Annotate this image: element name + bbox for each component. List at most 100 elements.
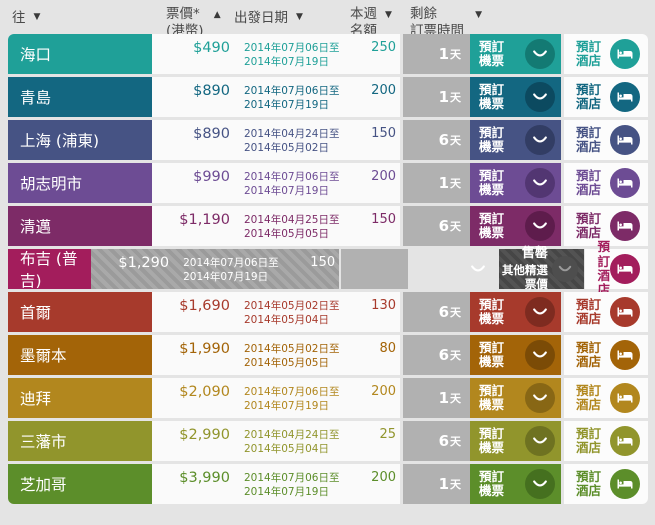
book-flight-button[interactable]: 預訂 機票 — [470, 120, 561, 160]
date-to: 2014年07月19日 — [244, 400, 329, 413]
booking-section: 6 天 預訂 機票 — [403, 292, 561, 332]
departure-dates: 2014年05月02日至 2014年05月05日 — [230, 335, 350, 375]
book-hotel-label: 預訂 酒店 — [576, 296, 602, 326]
destination-label: 布吉 (普吉) — [20, 250, 78, 290]
destination-cell: 青島 — [8, 77, 152, 117]
column-header-destination[interactable]: 往 ▼ — [8, 6, 152, 26]
booking-section: 1 天 預訂 機票 — [403, 34, 561, 74]
book-hotel-button[interactable]: 預訂 酒店 — [564, 120, 648, 160]
book-hotel-label: 預訂 酒店 — [576, 468, 602, 498]
book-hotel-button[interactable]: 預訂 酒店 — [585, 240, 648, 297]
date-from: 2014年05月02日至 — [244, 300, 340, 312]
book-flight-button[interactable] — [408, 249, 499, 289]
departure-dates: 2014年07月06日至 2014年07月19日 — [169, 249, 289, 289]
remaining-unit: 天 — [450, 392, 461, 405]
fare-details: $1,190 2014年04月25日至 2014年05月05日 150 — [152, 206, 400, 246]
fare-row: 芝加哥 $3,990 2014年07月06日至 2014年07月19日 200 … — [8, 464, 648, 504]
price-value: $890 — [193, 83, 230, 99]
other-fares-link[interactable]: 其他精選票價 — [501, 262, 548, 292]
bed-icon — [610, 469, 640, 499]
bed-icon — [610, 340, 640, 370]
book-flight-button[interactable]: 預訂 機票 — [470, 464, 561, 504]
airline-brushwing-icon — [525, 297, 555, 327]
book-flight-button[interactable]: 預訂 機票 — [470, 378, 561, 418]
book-hotel-button[interactable]: 預訂 酒店 — [564, 34, 648, 74]
remaining-time-cell: 6 天 — [403, 421, 470, 461]
date-to: 2014年05月02日 — [244, 142, 329, 155]
fare-details: $3,990 2014年07月06日至 2014年07月19日 200 — [152, 464, 400, 504]
airline-brushwing-icon — [525, 426, 555, 456]
book-hotel-button[interactable]: 預訂 酒店 — [564, 163, 648, 203]
destination-cell: 布吉 (普吉) — [8, 249, 92, 290]
book-flight-button[interactable]: 預訂 機票 — [470, 34, 561, 74]
weekly-quota: 150 — [371, 126, 396, 141]
book-flight-label: 預訂 機票 — [479, 382, 505, 412]
destination-label: 海口 — [20, 46, 52, 64]
bed-icon — [609, 254, 640, 284]
remaining-time-cell: 1 天 — [403, 464, 470, 504]
bed-icon — [610, 82, 640, 112]
price-value: $490 — [193, 40, 230, 56]
weekly-quota: 150 — [310, 255, 336, 270]
book-flight-button[interactable]: 預訂 機票 — [470, 335, 561, 375]
weekly-quota: 130 — [371, 298, 396, 313]
remaining-time-cell: 1 天 — [403, 163, 470, 203]
book-flight-button[interactable]: 預訂 機票 — [470, 163, 561, 203]
book-hotel-button[interactable]: 預訂 酒店 — [564, 464, 648, 504]
book-flight-label: 預訂 機票 — [479, 339, 505, 369]
column-header-departure[interactable]: 出發日期 ▼ — [230, 6, 350, 26]
price-value: $1,690 — [179, 298, 230, 314]
book-flight-button[interactable]: 預訂 機票 — [470, 77, 561, 117]
book-hotel-label: 預訂 酒店 — [576, 167, 602, 197]
booking-section: 6 天 預訂 機票 — [403, 120, 561, 160]
departure-dates: 2014年07月06日至 2014年07月19日 — [230, 464, 350, 504]
fare-details: $1,990 2014年05月02日至 2014年05月05日 80 — [152, 335, 400, 375]
book-hotel-button[interactable]: 預訂 酒店 — [564, 77, 648, 117]
fare-row: 首爾 $1,690 2014年05月02日至 2014年05月04日 130 6… — [8, 292, 648, 332]
book-hotel-button[interactable]: 預訂 酒店 — [564, 292, 648, 332]
fare-details: $890 2014年04月24日至 2014年05月02日 150 — [152, 120, 400, 160]
remaining-unit: 天 — [450, 306, 461, 319]
book-hotel-button[interactable]: 預訂 酒店 — [564, 421, 648, 461]
book-flight-label: 預訂 機票 — [479, 124, 505, 154]
book-hotel-label: 預訂 酒店 — [576, 124, 602, 154]
remaining-days: 6 — [438, 303, 449, 321]
price-value: $1,190 — [179, 212, 230, 228]
airline-brushwing-icon — [525, 211, 555, 241]
destination-cell: 芝加哥 — [8, 464, 152, 504]
book-hotel-button[interactable]: 預訂 酒店 — [564, 206, 648, 246]
departure-dates: 2014年04月24日至 2014年05月02日 — [230, 120, 350, 160]
fare-details: $1,690 2014年05月02日至 2014年05月04日 130 — [152, 292, 400, 332]
destination-label: 墨爾本 — [20, 347, 67, 365]
book-flight-button[interactable]: 預訂 機票 — [470, 421, 561, 461]
book-flight-button[interactable]: 預訂 機票 — [470, 292, 561, 332]
bed-icon — [610, 39, 640, 69]
remaining-days: 6 — [438, 346, 449, 364]
book-hotel-button[interactable]: 預訂 酒店 — [564, 335, 648, 375]
destination-label: 首爾 — [20, 304, 52, 322]
remaining-header-label: 剩餘 — [410, 6, 437, 22]
column-header-quota[interactable]: 本週 ▼ 名額 — [350, 6, 400, 40]
remaining-unit: 天 — [450, 48, 461, 61]
book-hotel-label: 預訂 酒店 — [576, 210, 602, 240]
date-to: 2014年05月05日 — [244, 228, 329, 241]
departure-dates: 2014年04月24日至 2014年05月04日 — [230, 421, 350, 461]
destination-cell: 墨爾本 — [8, 335, 152, 375]
remaining-time-cell: 6 天 — [403, 206, 470, 246]
book-flight-button[interactable]: 預訂 機票 — [470, 206, 561, 246]
fare-row: 清邁 $1,190 2014年04月25日至 2014年05月05日 150 6… — [8, 206, 648, 246]
bed-icon — [610, 383, 640, 413]
book-hotel-label: 預訂 酒店 — [576, 81, 602, 111]
remaining-unit: 天 — [450, 91, 461, 104]
remaining-time-cell: 1 天 — [403, 34, 470, 74]
book-hotel-button[interactable]: 預訂 酒店 — [564, 378, 648, 418]
remaining-days: 1 — [438, 45, 449, 63]
airline-brushwing-icon — [525, 383, 555, 413]
book-flight-label: 預訂 機票 — [479, 296, 505, 326]
airline-brushwing-icon — [525, 82, 555, 112]
departure-dates: 2014年07月06日至 2014年07月19日 — [230, 77, 350, 117]
departure-dates: 2014年07月06日至 2014年07月19日 — [230, 378, 350, 418]
airline-brushwing-icon — [463, 254, 493, 284]
sold-out-panel[interactable]: 售罄 其他精選票價 — [498, 246, 584, 291]
sort-desc-icon: ▼ — [385, 9, 392, 20]
